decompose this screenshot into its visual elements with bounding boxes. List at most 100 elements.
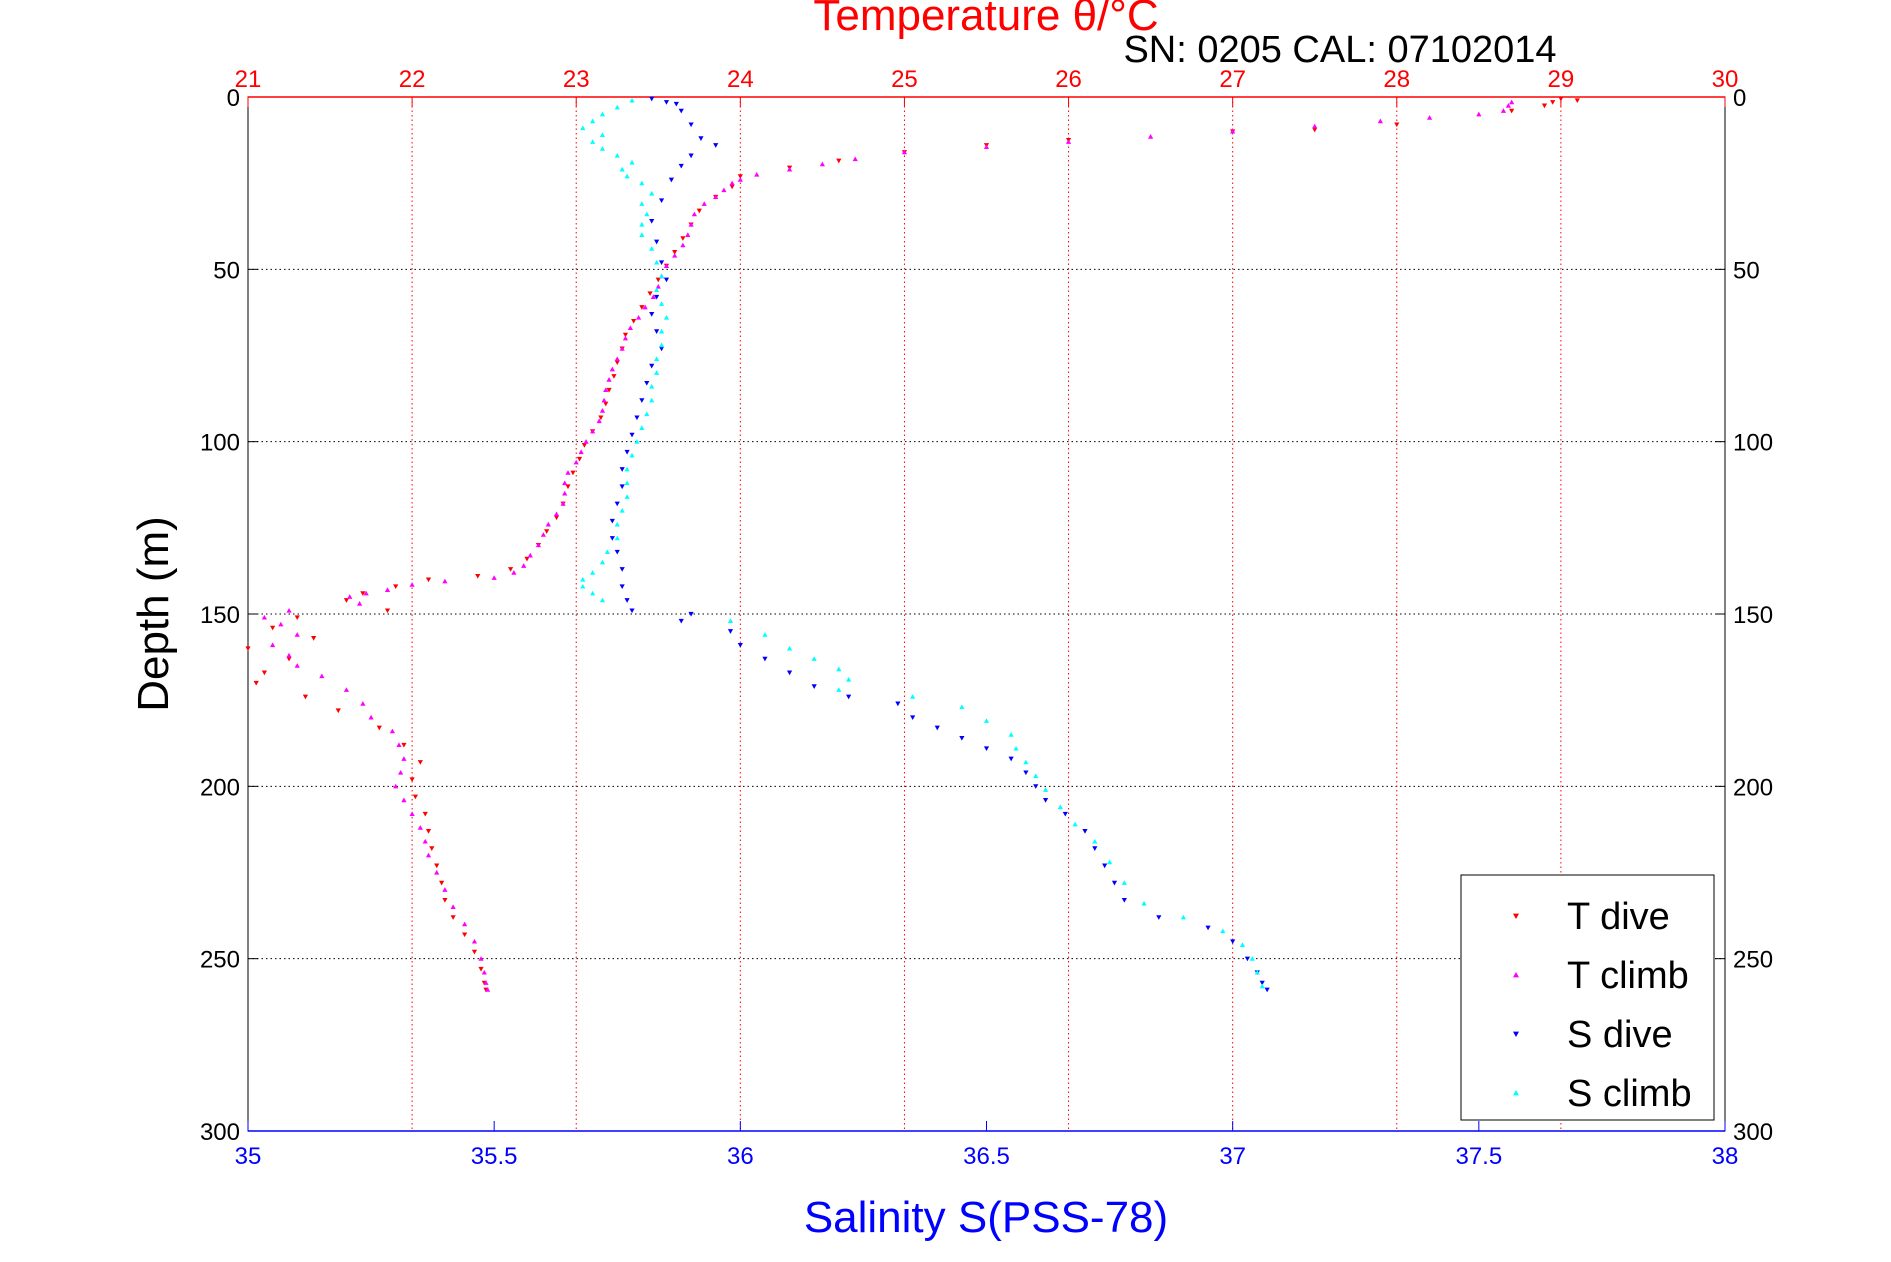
point-s-climb [983,718,990,723]
point-s-climb [1013,745,1019,751]
point-s-climb [614,535,620,541]
point-t-dive [429,846,435,851]
point-s-dive [1156,915,1162,920]
point-t-climb [425,852,432,858]
temperature-tick-label: 23 [563,66,590,93]
point-t-climb [562,480,568,486]
point-t-climb [1377,118,1383,124]
point-t-dive [343,598,350,603]
point-t-dive [1541,103,1548,109]
point-s-climb [599,559,606,565]
point-t-climb [596,418,602,424]
salinity-tick-label: 35.5 [471,1143,518,1170]
point-s-dive [649,363,655,369]
point-t-climb [442,578,448,584]
point-t-dive [417,760,423,765]
point-t-dive [614,360,620,365]
temperature-tick-label: 25 [891,66,918,93]
point-s-climb [639,425,645,430]
point-s-climb [644,411,650,417]
point-t-dive [409,777,415,783]
point-t-dive [565,484,571,490]
point-t-climb [450,904,456,910]
point-t-climb [754,171,760,177]
depth-tick-label-right: 100 [1733,430,1773,457]
point-s-climb [811,656,817,661]
point-t-climb [1065,139,1072,144]
point-s-climb [663,314,670,320]
salinity-tick-label: 35 [235,1143,262,1170]
point-s-climb [624,494,630,499]
point-s-dive [649,96,655,102]
point-s-climb [1220,928,1226,934]
point-t-dive [311,636,317,641]
point-s-climb [639,180,645,186]
point-s-dive [649,312,655,317]
point-t-climb [261,614,268,620]
point-t-climb [471,938,478,944]
point-s-climb [629,97,635,103]
point-t-dive [270,625,276,631]
legend-marker-t-dive [1513,913,1519,919]
point-s-dive [698,136,704,141]
point-s-climb [604,549,611,555]
point-s-climb [624,480,630,486]
point-t-climb [286,652,292,658]
point-t-climb [422,838,428,844]
point-t-dive [631,318,637,324]
point-s-climb [1033,773,1039,779]
point-t-climb [852,156,858,162]
point-t-climb [398,769,404,775]
point-s-dive [934,725,940,731]
point-s-dive [649,219,655,224]
point-t-climb [562,490,568,496]
point-s-climb [590,118,596,124]
point-t-dive [261,670,268,676]
point-t-dive [1574,98,1580,104]
point-s-dive [1264,987,1270,993]
point-t-climb [343,687,350,692]
point-t-climb [688,221,694,227]
point-t-dive [245,646,251,652]
data-points [245,96,1580,993]
legend-marker-s-climb [1513,1090,1519,1096]
point-t-dive [360,591,366,596]
point-t-climb [685,232,691,237]
point-s-dive [1033,784,1039,789]
point-t-dive [639,305,645,310]
point-t-climb [609,366,615,372]
point-s-dive [668,177,675,183]
point-t-climb [360,701,366,706]
point-t-dive [603,401,609,407]
point-t-dive [478,966,484,972]
point-t-climb [601,397,607,403]
point-s-climb [1249,956,1255,961]
point-t-climb [384,587,391,592]
point-s-climb [1092,838,1098,844]
point-s-dive [1205,925,1211,931]
point-s-dive [609,518,615,524]
point-s-climb [1042,787,1049,792]
point-t-climb [286,607,292,613]
depth-tick-label-left: 0 [227,85,240,112]
point-t-climb [565,470,571,475]
axis-ticks [247,96,1726,1132]
point-s-dive [762,656,768,662]
point-s-climb [658,301,665,306]
point-s-dive [658,260,665,266]
point-s-climb [649,397,655,403]
temperature-tick-label: 27 [1219,66,1246,93]
point-s-climb [629,159,635,165]
depth-tick-label-left: 250 [200,947,240,974]
point-t-dive [611,374,617,379]
point-t-dive [335,708,341,714]
point-t-climb [627,325,633,331]
point-s-climb [614,521,620,527]
point-t-climb [599,408,606,413]
point-t-climb [347,594,353,599]
point-t-dive [286,656,292,662]
depth-tick-label-right: 200 [1733,774,1773,801]
point-s-climb [599,111,606,117]
point-s-climb [1057,804,1063,810]
